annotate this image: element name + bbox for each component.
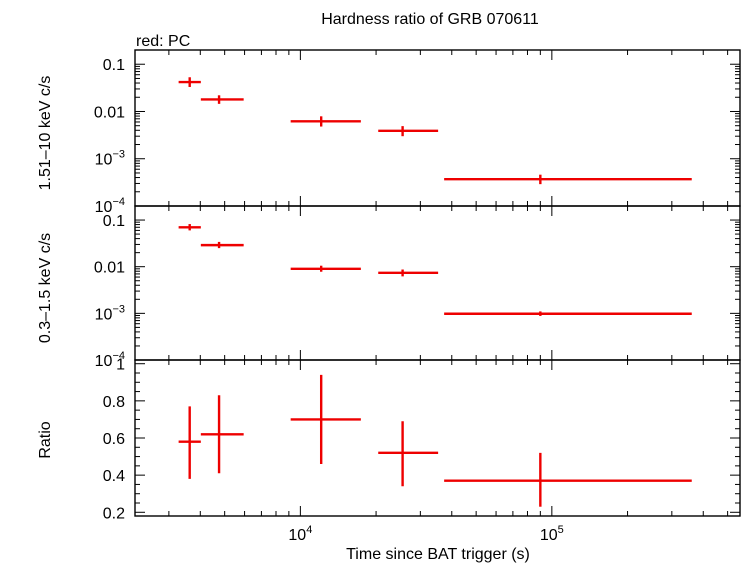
y-tick-label: 0.4 [103,468,125,485]
y-tick-label: 0.2 [103,505,125,522]
data-point-hard [444,174,692,185]
y-tick-label: 0.01 [94,104,125,121]
axis-ticks [135,49,740,516]
y-tick-label: 0.01 [94,260,125,277]
data-point-soft [290,265,361,272]
data-point-soft [178,224,201,231]
tick-labels: 0.10.0110−310−40.10.0110−310−40.20.40.60… [94,57,564,544]
panel-frames [134,49,741,517]
y-tick-label: 0.6 [103,431,125,448]
y-tick-label: 0.8 [103,394,125,411]
data-point-ratio [200,395,244,474]
data-point-soft [378,269,439,277]
data-point-ratio [290,374,361,464]
y-tick-label: 10−4 [95,196,125,216]
x-tick-label: 105 [540,524,564,544]
data-point-ratio [178,406,201,479]
y-tick-label: 10−4 [95,350,125,370]
y-tick-label: 10−3 [95,149,125,169]
data-point-ratio [378,421,439,487]
x-tick-label: 104 [288,524,312,544]
y-axis-label-hard: 1.51–10 keV c/s [37,76,54,191]
y-tick-label: 0.1 [103,213,125,230]
data-points [178,77,692,507]
y-tick-label: 1 [116,357,125,374]
data-point-hard [290,116,361,127]
data-point-hard [178,77,201,87]
chart-title: Hardness ratio of GRB 070611 [321,11,539,28]
y-axis-label-soft: 0.3–1.5 keV c/s [37,233,54,343]
panel-frame-hard [134,49,741,207]
y-tick-label: 0.1 [103,57,125,74]
panel-frame-ratio [134,359,741,517]
data-point-hard [200,95,244,104]
y-axis-label-ratio: Ratio [37,421,54,458]
panel-frame-soft [134,205,741,361]
chart-subtitle: red: PC [136,33,190,50]
x-axis-label: Time since BAT trigger (s) [346,546,530,563]
data-point-soft [444,311,692,316]
y-tick-label: 10−3 [95,303,125,323]
data-point-hard [378,126,439,137]
data-point-ratio [444,452,692,507]
data-point-soft [200,241,244,249]
